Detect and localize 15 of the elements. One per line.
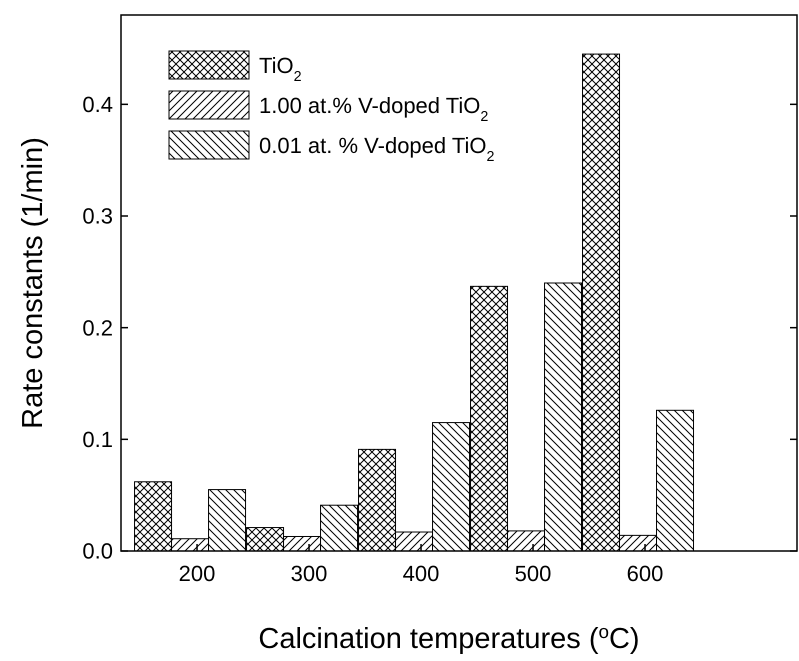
y-tick-label: 0.0 bbox=[82, 538, 113, 564]
y-axis-title: Rate constants (1/min) bbox=[17, 137, 49, 429]
legend-label: 1.00 at.% V-doped TiO$_{2}$ bbox=[259, 93, 488, 125]
x-tick-label: 300 bbox=[290, 561, 328, 586]
x-tick-label: 200 bbox=[178, 561, 216, 586]
y-tick-label: 0.1 bbox=[82, 427, 113, 452]
y-tick-label: 0.3 bbox=[82, 204, 113, 229]
x-axis-title: Calcination temperatures ($^{o}$C) bbox=[258, 620, 640, 655]
y-tick-label: 0.2 bbox=[82, 315, 113, 340]
legend-label: 0.01 at. % V-doped TiO$_{2}$ bbox=[259, 133, 494, 165]
y-tick-label: 0.4 bbox=[82, 92, 113, 118]
x-tick-label: 400 bbox=[402, 561, 440, 586]
x-tick-label: 500 bbox=[514, 561, 552, 586]
legend-label: TiO$_{2}$ bbox=[259, 53, 302, 85]
x-tick-label: 600 bbox=[626, 561, 664, 586]
